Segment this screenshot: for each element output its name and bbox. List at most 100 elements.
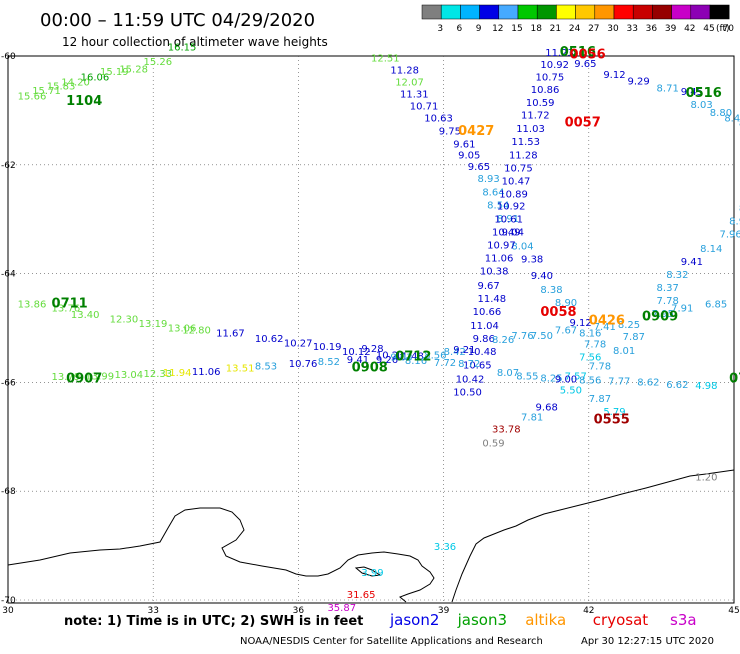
pass-time-label: 1104	[66, 94, 102, 109]
lat-tick-label: -60	[1, 52, 16, 62]
wave-height-value: 7.78	[657, 296, 679, 307]
scale-tick-label: 30	[607, 24, 619, 34]
wave-height-value: 5.79	[603, 407, 625, 418]
wave-height-value: 9.38	[521, 255, 543, 266]
pass-time-label: 0909	[642, 309, 678, 324]
scale-tick-label: 3	[437, 24, 443, 34]
wave-height-value: 10.89	[499, 189, 528, 200]
wave-height-value: 7.95	[652, 309, 674, 320]
wave-height-value: 9.04	[502, 228, 524, 239]
pass-time-label: 0516	[560, 45, 596, 60]
wave-height-value: 8.93	[477, 174, 499, 185]
wave-height-value: 7.41	[594, 322, 616, 333]
wave-height-value: 9.00	[555, 374, 577, 385]
pass-time-label: 0058	[540, 305, 576, 320]
wave-height-value: 7.96	[719, 230, 740, 241]
wave-height-value: 15.28	[119, 64, 148, 75]
scale-swatch	[440, 4, 461, 20]
wave-height-value: 8.40	[724, 113, 740, 124]
satellite-legend-item: s3a	[670, 611, 697, 629]
wave-height-value: 8.56	[424, 350, 446, 361]
scale-tick-label: 33	[626, 24, 637, 34]
wave-height-value: 7.87	[589, 394, 611, 405]
lat-tick-label: -66	[1, 378, 16, 388]
wave-height-value: 8.37	[657, 283, 679, 294]
scale-swatch	[690, 4, 711, 20]
pass-time-label: 0426	[589, 314, 625, 329]
wave-height-value: 8.91	[497, 214, 519, 225]
wave-height-value: 11.72	[521, 111, 550, 122]
wave-height-value: 8.72	[458, 359, 480, 370]
scale-swatch	[517, 4, 538, 20]
lat-tick-label: -68	[1, 487, 16, 497]
wave-height-value: 12.51	[371, 53, 400, 64]
wave-height-value: 9.68	[536, 403, 558, 414]
satellite-legend: jason2 jason3 altika cryosat s3a	[389, 611, 697, 629]
scale-swatch	[613, 4, 634, 20]
wave-height-value: 16.06	[81, 72, 110, 83]
wave-height-value: 10.63	[424, 113, 453, 124]
wave-height-value: 11.48	[477, 294, 506, 305]
pass-time-label: 0908	[352, 361, 388, 376]
wave-height-value: 15.19	[100, 67, 129, 78]
wave-height-value: 7.67	[555, 325, 577, 336]
scale-tick-label: 21	[550, 24, 561, 34]
wave-height-value: 8.07	[497, 368, 519, 379]
wave-height-value: 8.64	[482, 187, 504, 198]
map-subtitle: 12 hour collection of altimeter wave hei…	[62, 35, 328, 49]
wave-height-value: 9.21	[453, 345, 475, 356]
wave-height-value: 12.80	[182, 325, 211, 336]
wave-height-value: 12.30	[110, 315, 139, 326]
lat-lon-grid	[8, 56, 734, 603]
pass-time-label: 0713	[729, 371, 740, 386]
credit-line: NOAA/NESDIS Center for Satellite Applica…	[240, 636, 543, 647]
satellite-legend-item: altika	[525, 611, 566, 629]
pass-time-label: 0555	[594, 413, 630, 428]
wave-height-value: 3.99	[361, 568, 383, 579]
wave-height-value: 8.25	[540, 373, 562, 384]
wave-height-value: 12.07	[395, 77, 424, 88]
wave-height-value: 11.23	[545, 48, 574, 59]
wave-height-value: 11.48	[395, 352, 424, 363]
wave-height-value: 6.62	[666, 380, 688, 391]
wave-height-value: 13.19	[139, 319, 168, 330]
lat-tick-label: -70	[1, 596, 16, 606]
scale-swatch	[479, 4, 500, 20]
wave-height-value: 8.80	[710, 108, 732, 119]
generated-timestamp: Apr 30 12:27:15 UTC 2020	[581, 636, 714, 647]
wave-height-value: 7.87	[623, 332, 645, 343]
antarctica-coastline	[7, 469, 735, 603]
lon-tick-label: 33	[147, 606, 158, 616]
wave-height-value: 8.32	[666, 270, 688, 281]
time-range-title: 00:00 – 11:59 UTC 04/29/2020	[40, 10, 315, 31]
wave-height-value: 11.94	[163, 368, 192, 379]
wave-height-value: 8.01	[613, 346, 635, 357]
wave-height-value: 10.49	[492, 228, 521, 239]
wave-height-value: 9.05	[458, 150, 480, 161]
wave-height-value: 9.75	[439, 126, 461, 137]
scale-swatch	[575, 4, 596, 20]
scale-swatch	[652, 4, 672, 20]
wave-height-value: 9.41	[347, 355, 369, 366]
wave-height-value: 10.27	[284, 338, 313, 349]
wave-height-value: 8.16	[579, 329, 601, 340]
scale-tick-label: 45	[703, 24, 714, 34]
wave-height-value: 9.12	[569, 318, 591, 329]
wave-height-value: 14.20	[61, 77, 90, 88]
wave-height-value: 10.12	[342, 347, 371, 358]
wave-height-value: 10.92	[497, 201, 526, 212]
wave-height-value: 10.23	[376, 350, 405, 361]
scale-swatch	[556, 4, 576, 20]
scale-tick-label: 12	[492, 24, 503, 34]
wave-height-value: 11.04	[470, 321, 499, 332]
wave-height-value: 8.16	[405, 356, 427, 367]
wave-height-value: 9.45	[681, 87, 703, 98]
wave-height-value: 10.62	[255, 334, 284, 345]
wave-height-value: 9.40	[531, 271, 553, 282]
lon-tick-label: 45	[728, 606, 739, 616]
wave-height-value: 3.36	[434, 542, 456, 553]
wave-height-value: 8.03	[690, 100, 712, 111]
pass-time-labels: 1104042705160056005705160550711005804260…	[52, 45, 740, 428]
wave-height-value: 9.12	[603, 70, 625, 81]
